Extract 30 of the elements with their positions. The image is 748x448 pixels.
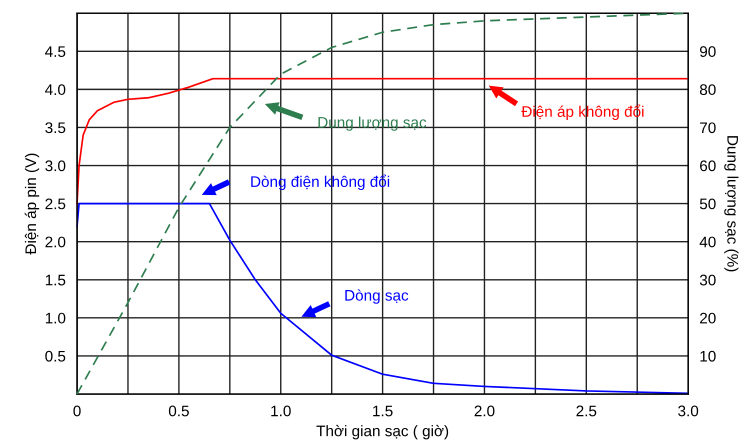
y2-tick-label: 80 [700, 84, 716, 96]
y2-tick-label: 40 [700, 236, 716, 248]
y2-tick-label: 30 [700, 274, 716, 286]
x-tick-label: 3.0 [678, 406, 698, 416]
y-axis-title: Điện áp pin (V) [24, 154, 40, 254]
y-tick-label: 0.5 [45, 350, 66, 362]
y2-tick-label: 90 [700, 46, 716, 57]
y-tick-label: 2.0 [45, 236, 66, 248]
y2-tick-label: 20 [700, 312, 716, 324]
x-tick-label: 0.5 [168, 406, 189, 416]
x-axis-title: Thời gian sạc ( giờ) [316, 424, 448, 440]
y2-tick-label: 50 [700, 198, 716, 210]
y-tick-label: 3.0 [45, 160, 66, 172]
annotation: Dòng sạc [345, 289, 408, 304]
y2-tick-label: 70 [700, 122, 716, 134]
y-tick-label: 1.0 [46, 312, 66, 324]
y-tick-label: 4.0 [45, 84, 66, 96]
y2-axis-title: Dung lượng sạc (%) [724, 136, 738, 272]
y-tick-label: 2.5 [45, 198, 66, 210]
y2-tick-label: 10 [700, 350, 716, 362]
x-tick-label: 2.0 [474, 406, 494, 416]
x-tick-label: 1.5 [373, 406, 393, 416]
y-tick-label: 3.5 [45, 122, 66, 134]
line-series [76, 78, 689, 204]
x-tick-label: 0 [73, 406, 81, 416]
x-tick-label: 1.0 [271, 406, 291, 416]
y-tick-label: 4.5 [45, 46, 66, 57]
y2-tick-label: 60 [700, 160, 716, 172]
y-tick-label: 1.5 [46, 274, 66, 286]
x-tick-label: 2.5 [576, 406, 596, 416]
